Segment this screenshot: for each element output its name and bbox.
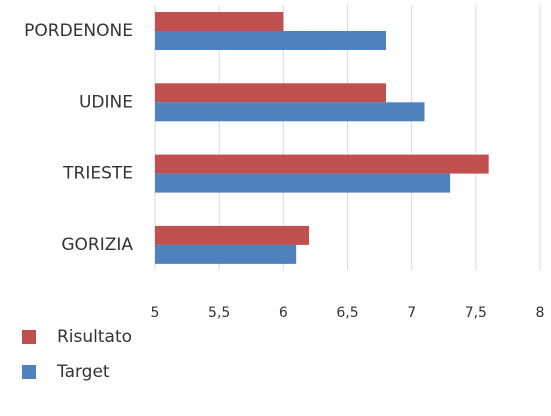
bar (155, 225, 309, 245)
bar (155, 12, 284, 31)
y-tick-label: TRIESTE (62, 164, 133, 184)
x-tick-label: 5 (151, 305, 160, 321)
x-tick-label: 6 (279, 305, 288, 321)
x-tick-label: 8 (536, 305, 545, 321)
legend-label: Target (56, 362, 110, 382)
bar (155, 173, 451, 193)
bar (155, 83, 386, 103)
y-tick-label: PORDENONE (24, 21, 133, 41)
legend-swatch (22, 365, 36, 379)
y-tick-label: UDINE (79, 92, 133, 112)
x-tick-label: 5,5 (208, 305, 230, 321)
bar (155, 154, 489, 174)
x-tick-label: 7,5 (465, 305, 487, 321)
legend-label: Risultato (57, 327, 132, 347)
bar (155, 31, 386, 50)
bar (155, 102, 425, 122)
bar (155, 244, 297, 264)
legend-swatch (22, 330, 36, 344)
x-tick-label: 6,5 (336, 305, 358, 321)
y-tick-label: GORIZIA (61, 235, 133, 255)
x-tick-label: 7 (407, 305, 416, 321)
